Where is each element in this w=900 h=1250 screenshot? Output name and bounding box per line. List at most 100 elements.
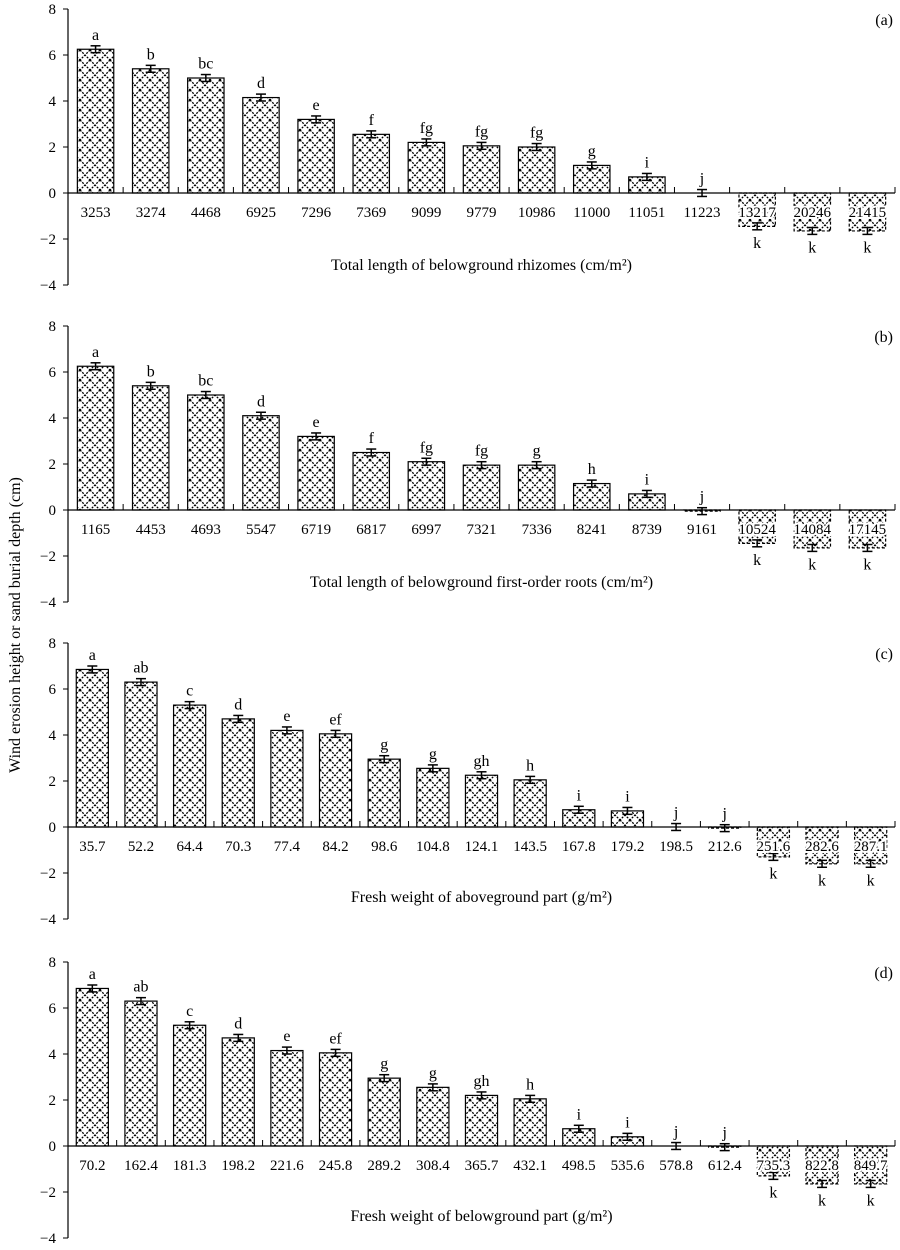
panel-label: (d) xyxy=(874,965,893,982)
y-tick-label: −4 xyxy=(40,595,56,611)
significance-letter: g xyxy=(588,143,596,160)
panel-label: (c) xyxy=(875,646,893,663)
significance-letter: gh xyxy=(474,1073,490,1090)
bar xyxy=(462,145,501,194)
category-label: 179.2 xyxy=(611,839,645,855)
bar xyxy=(221,1037,255,1147)
y-tick-label: 8 xyxy=(49,955,57,971)
y-tick-label: −2 xyxy=(40,1185,56,1201)
x-axis-label: Total length of belowground rhizomes (cm… xyxy=(331,257,632,274)
category-label: 432.1 xyxy=(513,1158,547,1174)
significance-letter: k xyxy=(753,552,761,569)
category-label: 7321 xyxy=(467,522,497,538)
significance-letter: j xyxy=(699,171,704,188)
significance-letter: i xyxy=(577,787,582,804)
bar xyxy=(793,192,832,232)
y-tick-label: 8 xyxy=(49,319,57,335)
y-tick-label: 0 xyxy=(49,503,57,519)
significance-letter: e xyxy=(283,1028,290,1045)
bar xyxy=(75,987,109,1147)
y-tick-label: 4 xyxy=(49,94,57,110)
bar xyxy=(242,96,280,194)
significance-letter: j xyxy=(699,489,704,506)
category-label: 77.4 xyxy=(274,839,301,855)
y-tick-label: −2 xyxy=(40,232,56,248)
bar xyxy=(367,758,401,828)
category-label: 35.7 xyxy=(79,839,106,855)
significance-letter: d xyxy=(257,75,265,92)
y-tick-label: 0 xyxy=(49,1139,57,1155)
category-label: 9779 xyxy=(467,205,497,221)
significance-letter: c xyxy=(186,1003,193,1020)
bar xyxy=(848,509,887,549)
bar xyxy=(513,1098,547,1147)
significance-letter: a xyxy=(92,344,99,361)
significance-letter: ab xyxy=(133,979,148,996)
bar xyxy=(187,77,225,194)
x-axis-label: Fresh weight of aboveground part (g/m²) xyxy=(351,889,612,906)
significance-letter: k xyxy=(863,239,871,256)
significance-letter: k xyxy=(867,872,875,889)
panel-label: (b) xyxy=(874,329,893,346)
significance-letter: g xyxy=(533,443,541,460)
bar xyxy=(517,464,556,511)
bar xyxy=(76,48,115,194)
bar xyxy=(756,1145,791,1177)
category-label: 11000 xyxy=(573,205,610,221)
bar xyxy=(517,146,556,194)
significance-letter: k xyxy=(808,556,816,573)
category-label: 849.7 xyxy=(854,1158,888,1174)
y-tick-label: 8 xyxy=(49,636,57,652)
significance-letter: gh xyxy=(474,753,490,770)
category-label: 198.5 xyxy=(659,839,693,855)
y-tick-label: −4 xyxy=(40,1231,56,1247)
bar xyxy=(124,681,158,828)
category-label: 52.2 xyxy=(128,839,154,855)
significance-letter: c xyxy=(186,683,193,700)
significance-letter: b xyxy=(147,363,155,380)
category-label: 10986 xyxy=(518,205,556,221)
significance-letter: i xyxy=(577,1106,582,1123)
category-label: 4693 xyxy=(191,522,221,538)
y-tick-label: 4 xyxy=(49,411,57,427)
category-label: 3253 xyxy=(81,205,111,221)
category-label: 8739 xyxy=(632,522,662,538)
category-label: 498.5 xyxy=(562,1158,596,1174)
bar xyxy=(318,1052,353,1147)
bar xyxy=(318,733,353,828)
category-label: 822.8 xyxy=(805,1158,839,1174)
category-label: 17145 xyxy=(849,522,887,538)
bar xyxy=(76,365,115,511)
significance-letter: i xyxy=(625,788,630,805)
category-label: 6925 xyxy=(246,205,276,221)
panel-label: (a) xyxy=(875,12,893,29)
category-label: 7369 xyxy=(356,205,386,221)
y-tick-label: −2 xyxy=(40,866,56,882)
bar xyxy=(464,1094,499,1147)
bar xyxy=(352,451,391,511)
category-label: 11223 xyxy=(684,205,721,221)
significance-letter: k xyxy=(769,865,777,882)
category-label: 13217 xyxy=(738,205,776,221)
bar xyxy=(572,482,611,511)
bar xyxy=(75,668,109,828)
category-label: 3274 xyxy=(136,205,167,221)
significance-letter: h xyxy=(526,1076,534,1093)
significance-letter: a xyxy=(89,966,96,983)
significance-letter: h xyxy=(588,461,596,478)
category-label: 578.8 xyxy=(659,1158,693,1174)
category-label: 9099 xyxy=(411,205,441,221)
category-label: 6719 xyxy=(301,522,331,538)
bar xyxy=(464,774,499,828)
category-label: 4453 xyxy=(136,522,166,538)
significance-letter: j xyxy=(673,1124,678,1141)
bar xyxy=(187,394,225,511)
category-label: 4468 xyxy=(191,205,221,221)
significance-letter: k xyxy=(818,872,826,889)
bar xyxy=(131,68,170,194)
bar xyxy=(416,767,450,828)
significance-letter: fg xyxy=(475,123,488,140)
category-label: 162.4 xyxy=(124,1158,158,1174)
significance-letter: k xyxy=(863,556,871,573)
